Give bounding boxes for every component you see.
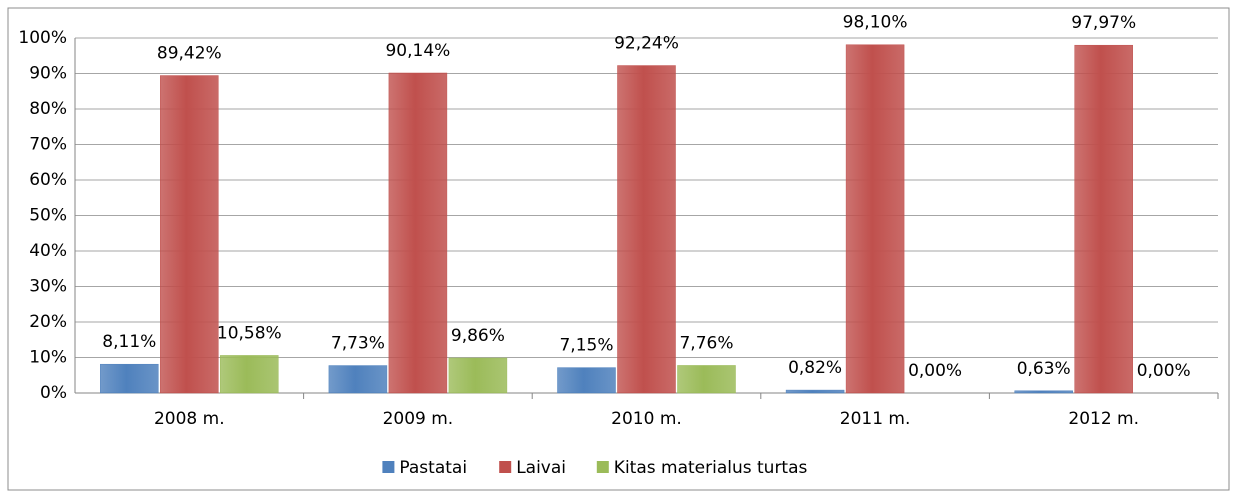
bar — [617, 65, 676, 394]
bar — [100, 363, 159, 394]
x-tick-label: 2010 m. — [611, 409, 682, 429]
x-tick-label: 2011 m. — [840, 409, 911, 429]
bar — [1074, 44, 1133, 394]
bar — [328, 365, 388, 394]
y-tick-label: 100% — [18, 28, 67, 48]
legend-label: Kitas materialus turtas — [614, 458, 808, 478]
bar — [448, 357, 508, 394]
y-tick-label: 20% — [29, 312, 67, 332]
legend-label: Pastatai — [399, 458, 467, 478]
y-tick-label: 30% — [29, 277, 67, 297]
legend-swatch — [596, 461, 609, 473]
bar — [785, 389, 845, 394]
x-tick-label: 2008 m. — [154, 409, 225, 429]
value-label: 92,24% — [614, 34, 679, 54]
value-label: 0,00% — [1137, 361, 1191, 381]
y-tick-label: 80% — [29, 99, 67, 119]
x-tick-label: 2012 m. — [1068, 409, 1139, 429]
value-label: 89,42% — [157, 44, 222, 64]
value-label: 10,58% — [217, 323, 282, 343]
bar — [845, 44, 905, 394]
value-label: 7,15% — [559, 336, 613, 356]
legend-swatch — [382, 461, 395, 473]
y-tick-label: 60% — [29, 170, 67, 190]
y-tick-label: 0% — [40, 383, 67, 403]
y-tick-label: 10% — [29, 348, 67, 368]
x-tick-label: 2009 m. — [383, 409, 454, 429]
value-label: 0,00% — [908, 361, 962, 381]
bar — [388, 72, 448, 394]
y-tick-label: 70% — [29, 135, 67, 155]
value-label: 8,11% — [102, 332, 156, 352]
y-tick-label: 90% — [29, 64, 67, 84]
legend-label: Laivai — [516, 458, 566, 478]
value-label: 7,76% — [679, 333, 733, 353]
bar — [160, 75, 219, 394]
bar — [677, 365, 736, 394]
bar — [557, 367, 616, 394]
bar — [1014, 390, 1073, 394]
value-label: 97,97% — [1071, 13, 1136, 33]
y-tick-label: 40% — [29, 241, 67, 261]
value-label: 0,82% — [788, 358, 842, 378]
value-label: 7,73% — [331, 334, 385, 354]
value-label: 0,63% — [1017, 359, 1071, 379]
legend-swatch — [499, 461, 512, 473]
value-label: 90,14% — [385, 41, 450, 61]
value-label: 9,86% — [451, 326, 505, 346]
bar — [220, 355, 279, 394]
value-label: 98,10% — [843, 13, 908, 33]
y-tick-label: 50% — [29, 206, 67, 226]
